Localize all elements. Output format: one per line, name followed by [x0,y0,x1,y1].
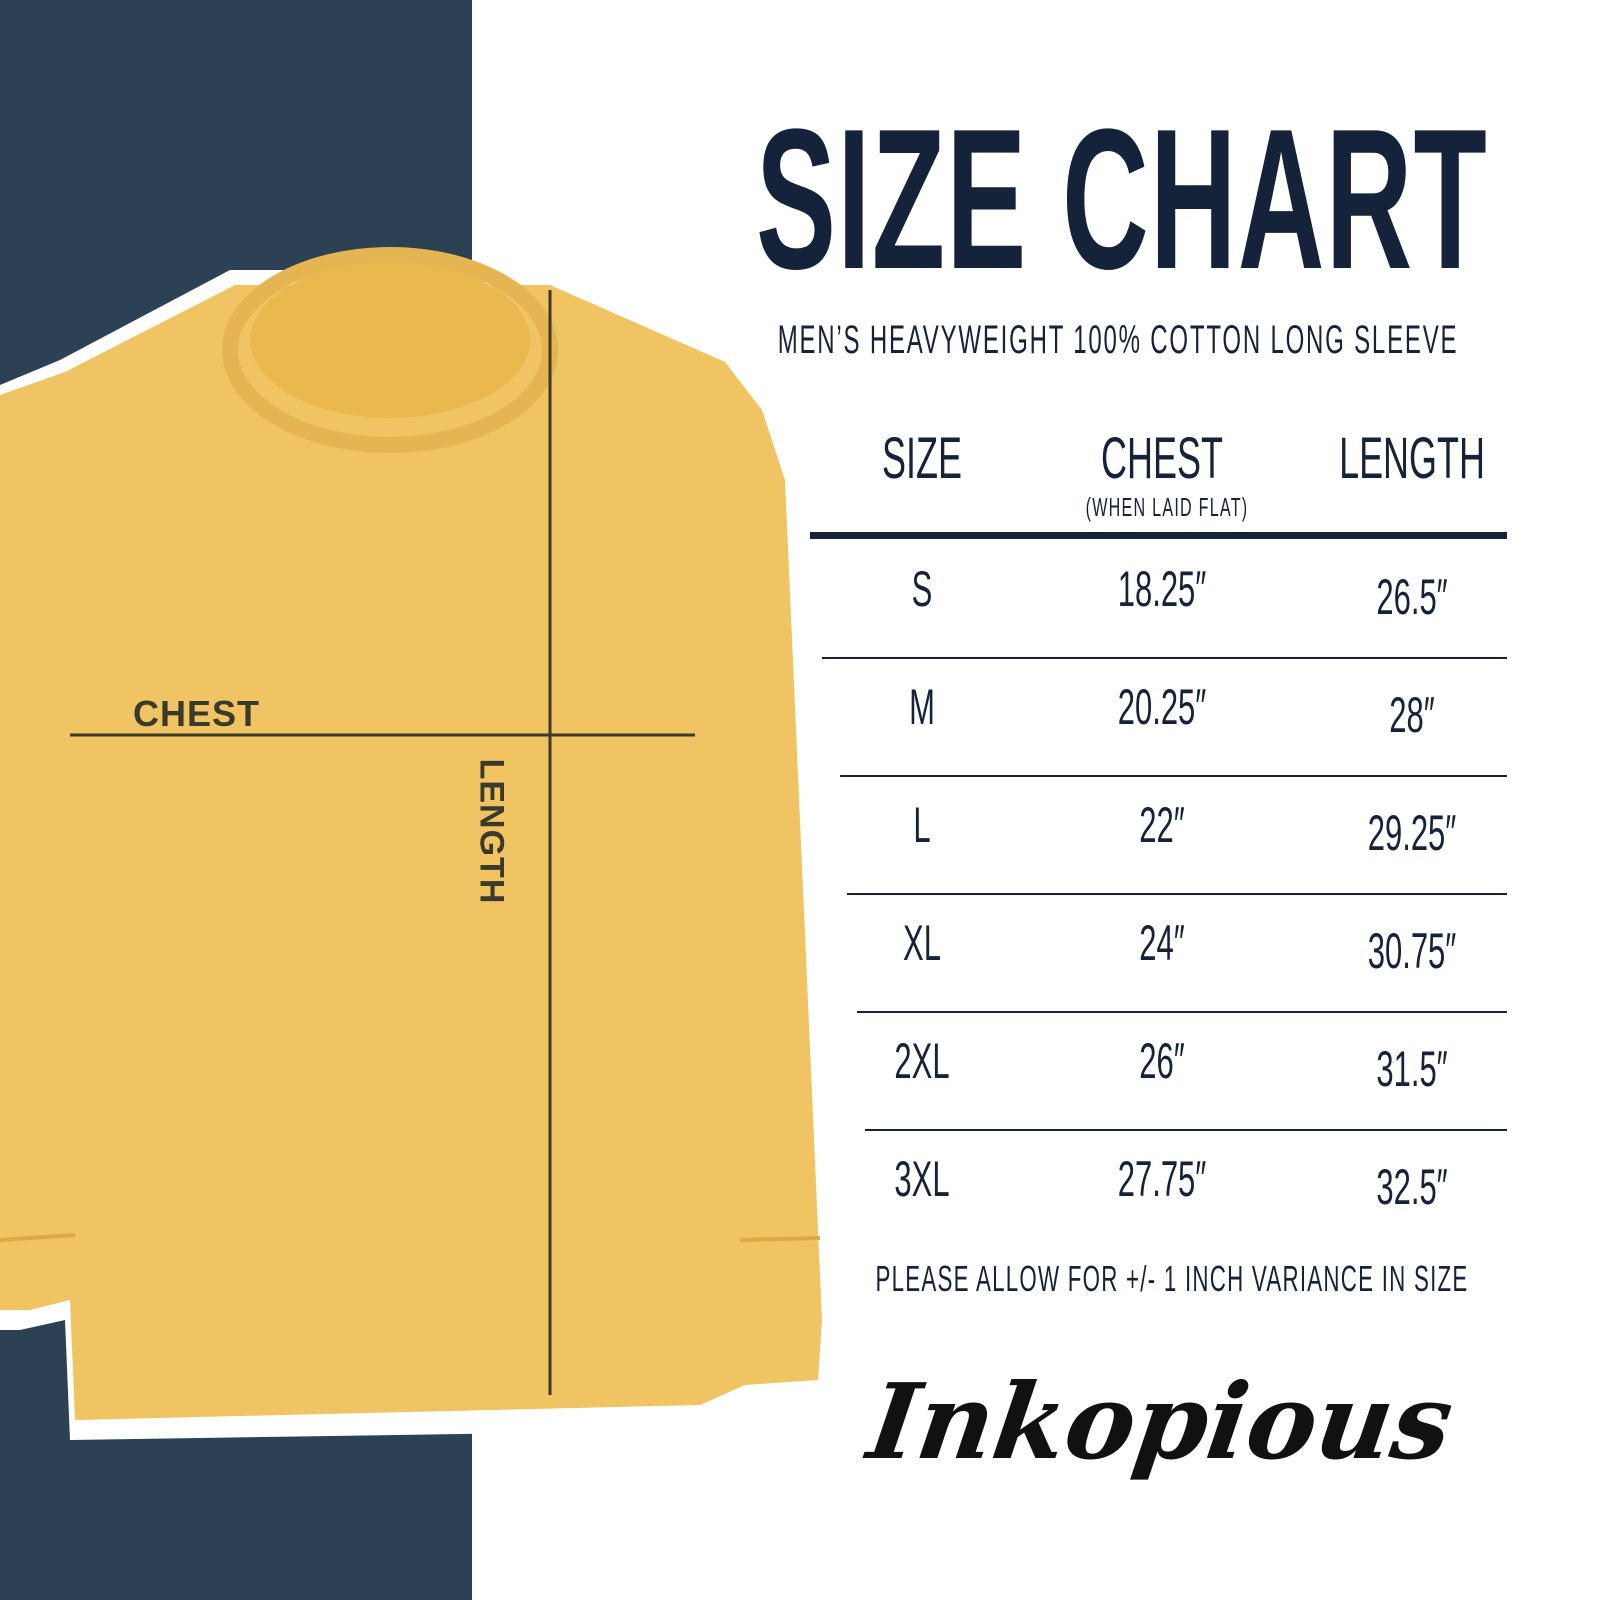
row-length-cell: 31.5″ [1376,1041,1448,1097]
row-size-cell: 2XL [894,1033,950,1089]
row-length-cell: 30.75″ [1367,923,1457,979]
row-divider [865,1129,1507,1131]
shirt-body [0,285,822,1420]
row-divider [822,657,1507,659]
brand-logo: Inkopious [861,1360,1460,1483]
shirt-illustration [0,247,822,1420]
logo-text: Inkopious [861,1360,1461,1483]
row-length-cell: 32.5″ [1376,1159,1448,1215]
row-chest-cell: 26″ [1139,1033,1185,1089]
row-size-cell: S [911,561,933,617]
row-size-cell: M [909,679,935,735]
subtitle: MEN’S HEAVYWEIGHT 100% COTTON LONG SLEEV… [777,318,1459,362]
row-chest-cell: 27.75″ [1117,1151,1207,1207]
header-chest-note: (WHEN LAID FLAT) [1085,492,1249,522]
chest-label: CHEST [133,693,261,734]
row-length-cell: 29.25″ [1367,805,1457,861]
row-divider [847,893,1507,895]
row-size-cell: XL [903,915,941,971]
row-chest-cell: 22″ [1139,797,1185,853]
header-divider [810,532,1507,539]
row-size-cell: 3XL [894,1151,950,1207]
page-title: SIZE CHART [756,88,1488,311]
header-length: LENGTH [1339,426,1485,491]
row-divider [840,775,1507,777]
row-chest-cell: 24″ [1139,915,1185,971]
row-length-cell: 26.5″ [1376,569,1448,625]
length-label: LENGTH [472,758,511,905]
header-size: SIZE [882,426,962,491]
row-chest-cell: 20.25″ [1117,679,1207,735]
row-divider [857,1011,1507,1013]
variance-footnote: PLEASE ALLOW FOR +/- 1 INCH VARIANCE IN … [875,1258,1469,1299]
row-size-cell: L [913,797,931,853]
header-chest: CHEST [1101,426,1223,491]
row-length-cell: 28″ [1389,687,1435,743]
row-chest-cell: 18.25″ [1117,561,1207,617]
